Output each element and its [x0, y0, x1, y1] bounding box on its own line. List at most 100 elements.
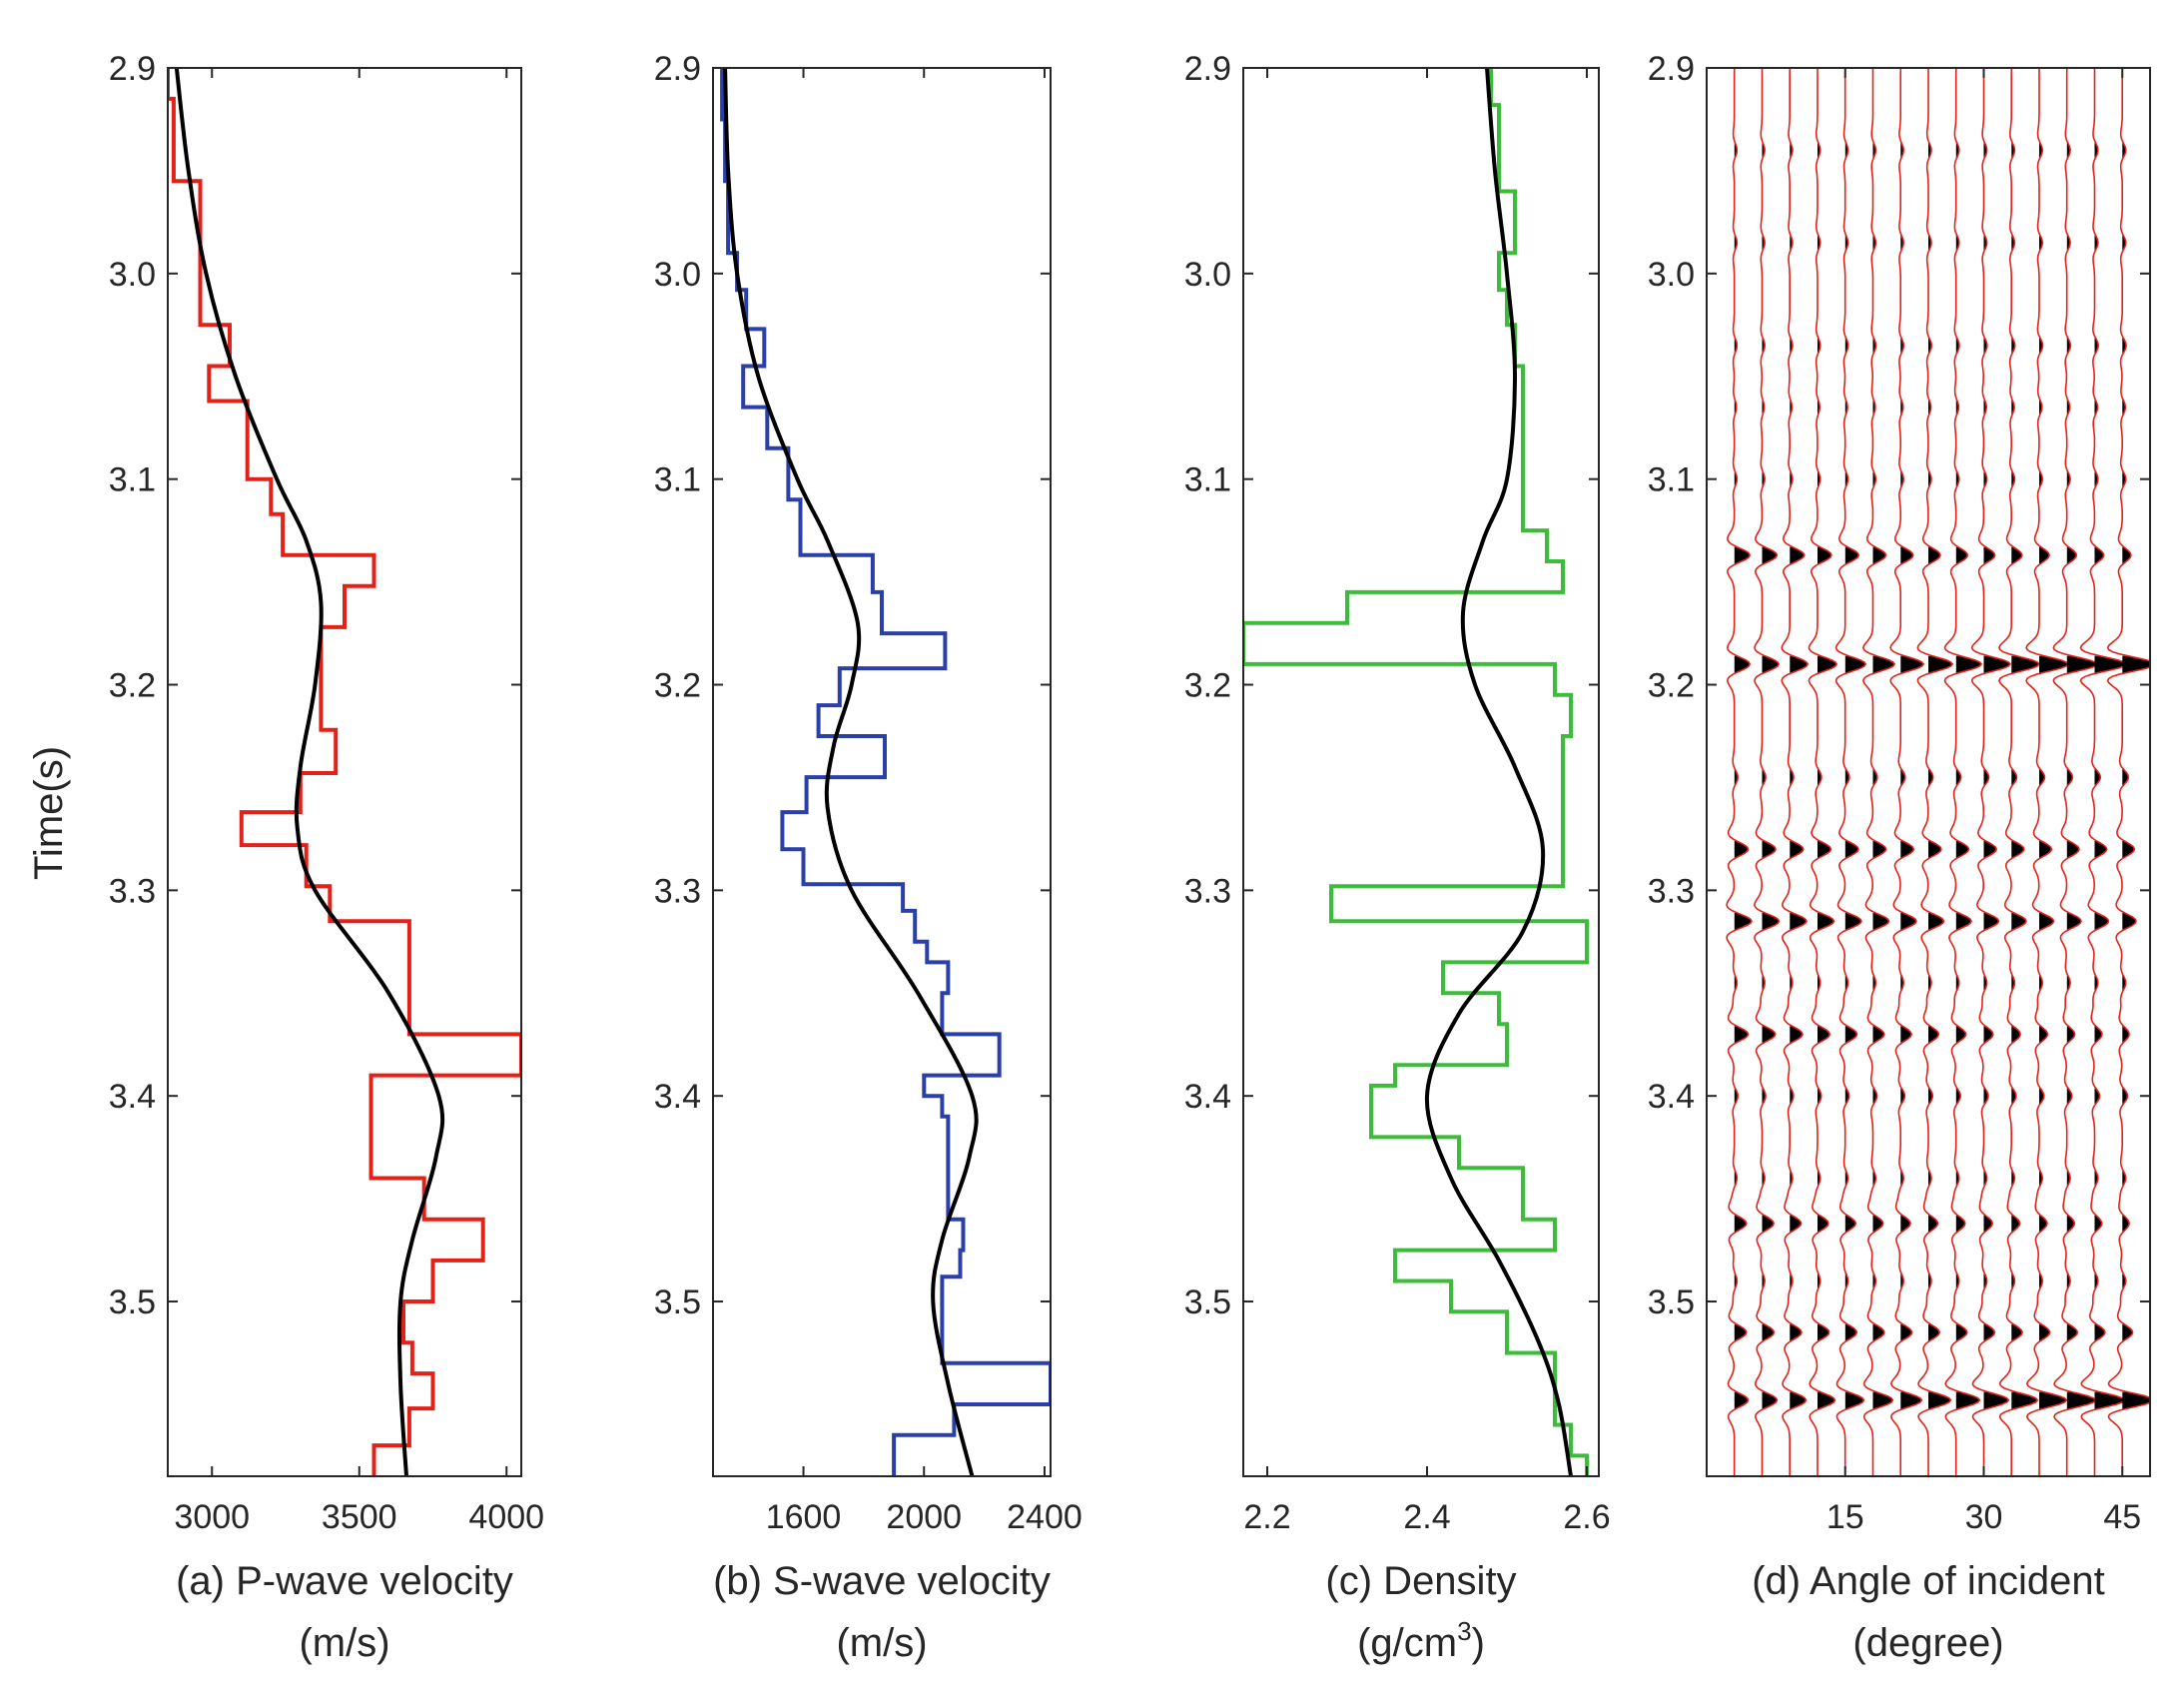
panel-c-ytick-label: 3.3 [1184, 872, 1231, 910]
panel-c-xlabel: (c) Density [1325, 1559, 1516, 1603]
panel-d-ytick-label: 3.2 [1648, 667, 1695, 705]
panel-a-axes: 2.9 3.0 3.1 3.2 3.3 3.4 3.5 3000 3500 4000 [109, 50, 544, 1536]
panel-b-ytick-label: 3.1 [654, 461, 701, 499]
panel-b-xunit: (m/s) [836, 1621, 927, 1665]
panel-c-plot-area [1243, 68, 1589, 1476]
panel-c-xunit-base: (g/cm [1357, 1621, 1457, 1665]
panel-c: 2.9 3.0 3.1 3.2 3.3 3.4 3.5 2.2 2.4 2.6 (c) Densi… [1184, 50, 1611, 1665]
panel-b-frame [712, 67, 1052, 1477]
panel-c-xunit-sup: 3 [1457, 1616, 1471, 1646]
panel-d-trace-fill [1900, 142, 1924, 1411]
panel-a-blocky-log-line [168, 68, 521, 1476]
panel-a-xtick-label: 3500 [322, 1498, 397, 1536]
panel-d-trace-fill [1928, 142, 1953, 1411]
panel-d-xlabel: (d) Angle of incident [1752, 1559, 2105, 1603]
panel-c-xtick-label: 2.4 [1403, 1498, 1450, 1536]
panel-a: 2.9 3.0 3.1 3.2 3.3 3.4 3.5 3000 3500 4000 (a) P-… [109, 50, 544, 1665]
panel-b-xlabel: (b) S-wave velocity [713, 1559, 1051, 1603]
panel-a-frame [167, 67, 522, 1477]
panel-a-ytick-label: 3.5 [109, 1283, 156, 1321]
panel-b-ytick-label: 2.9 [654, 50, 701, 88]
panel-a-ytick-label: 3.1 [109, 461, 156, 499]
panel-c-ytick-label: 3.2 [1184, 667, 1231, 705]
panel-d-ytick-label: 3.3 [1648, 872, 1695, 910]
panel-b-blocky-log-line [720, 68, 1051, 1476]
panel-d-trace-fill [2011, 142, 2039, 1411]
panel-c-smooth-trend-line [1424, 68, 1573, 1476]
panel-d: 2.9 3.0 3.1 3.2 3.3 3.4 3.5 15 30 45 (d) Angle of… [1648, 50, 2151, 1665]
panel-c-series [1243, 68, 1589, 1476]
panel-b-xtick-label: 1600 [766, 1498, 842, 1536]
panel-b-series [720, 68, 1051, 1476]
panel-a-xtick-label: 3000 [174, 1498, 250, 1536]
panel-d-trace-line [1834, 68, 1867, 1476]
panel-d-plot-area [1726, 68, 2150, 1476]
panel-d-xtick-label: 45 [2103, 1498, 2141, 1536]
panel-d-trace-fill [1955, 142, 1982, 1411]
panel-d-trace-line [2106, 68, 2150, 1476]
panel-b-ytick-label: 3.2 [654, 667, 701, 705]
panel-b-xtick-label: 2000 [886, 1498, 962, 1536]
panel-d-trace-line [2079, 68, 2128, 1476]
panel-d-trace-line [1998, 68, 2041, 1476]
panel-c-ytick-label: 2.9 [1184, 50, 1231, 88]
panel-d-trace-line [1754, 68, 1781, 1476]
panel-d-ytick-label: 3.5 [1648, 1283, 1695, 1321]
panel-d-trace-fill [1872, 142, 1895, 1411]
panel-d-trace-line [1781, 68, 1810, 1476]
panel-d-trace-fill [1844, 142, 1866, 1411]
panel-b: 2.9 3.0 3.1 3.2 3.3 3.4 3.5 1600 2000 2400 (b) S-… [654, 50, 1083, 1665]
panel-b-axes: 2.9 3.0 3.1 3.2 3.3 3.4 3.5 1600 2000 2400 [654, 50, 1083, 1536]
panel-d-trace-line [1889, 68, 1925, 1476]
panel-b-xtick-label: 2400 [1007, 1498, 1083, 1536]
panel-c-frame [1242, 67, 1600, 1477]
panel-b-ytick-label: 3.4 [654, 1078, 701, 1116]
panel-d-ytick-label: 2.9 [1648, 50, 1695, 88]
panel-c-ytick-label: 3.1 [1184, 461, 1231, 499]
panel-c-blocky-log-line [1243, 68, 1589, 1476]
panel-a-ytick-label: 3.2 [109, 667, 156, 705]
y-axis-label: Time(s) [27, 746, 71, 880]
panel-d-frame [1706, 67, 2151, 1477]
panel-c-axes: 2.9 3.0 3.1 3.2 3.3 3.4 3.5 2.2 2.4 2.6 [1184, 50, 1611, 1536]
panel-d-trace-line [1943, 68, 1983, 1476]
panel-d-trace-fill [2039, 142, 2068, 1411]
panel-b-ytick-label: 3.3 [654, 872, 701, 910]
panel-a-ytick-label: 3.3 [109, 872, 156, 910]
panel-d-trace-line [1861, 68, 1896, 1476]
panel-d-trace-line [2052, 68, 2099, 1476]
panel-d-trace-line [1726, 68, 1753, 1476]
panel-a-xtick-label: 4000 [468, 1498, 544, 1536]
panel-d-xunit: (degree) [1852, 1621, 2003, 1665]
panel-a-plot-area [168, 68, 521, 1476]
panel-c-ytick-label: 3.0 [1184, 256, 1231, 294]
panel-a-series [168, 68, 521, 1476]
panel-c-xtick-label: 2.2 [1243, 1498, 1290, 1536]
panel-a-xunit: (m/s) [299, 1621, 389, 1665]
panel-d-ytick-label: 3.0 [1648, 256, 1695, 294]
panel-a-smooth-trend-line [174, 68, 445, 1476]
panel-b-ytick-label: 3.0 [654, 256, 701, 294]
panel-d-axes: 2.9 3.0 3.1 3.2 3.3 3.4 3.5 15 30 45 [1648, 50, 2150, 1536]
panel-d-trace-fill [1983, 142, 2010, 1411]
panel-d-trace-line [1970, 68, 2012, 1476]
panel-d-xtick-label: 30 [1965, 1498, 2003, 1536]
panel-c-xtick-label: 2.6 [1563, 1498, 1610, 1536]
panel-d-trace-line [2025, 68, 2070, 1476]
panel-a-ytick-label: 2.9 [109, 50, 156, 88]
panel-d-trace-line [1916, 68, 1954, 1476]
panel-d-traces [1726, 68, 2150, 1476]
panel-a-xlabel: (a) P-wave velocity [176, 1559, 513, 1603]
panel-c-xunit-end: ) [1472, 1621, 1485, 1665]
panel-a-ytick-label: 3.4 [109, 1078, 156, 1116]
panel-a-ytick-label: 3.0 [109, 256, 156, 294]
panel-d-xtick-label: 15 [1826, 1498, 1864, 1536]
panel-c-ytick-label: 3.5 [1184, 1283, 1231, 1321]
panel-b-ytick-label: 3.5 [654, 1283, 701, 1321]
panel-b-plot-area [720, 68, 1051, 1476]
panel-d-trace-line [1808, 68, 1838, 1476]
panel-c-xunit: (g/cm3) [1357, 1616, 1485, 1665]
panel-d-ytick-label: 3.1 [1648, 461, 1695, 499]
panel-c-ytick-label: 3.4 [1184, 1078, 1231, 1116]
